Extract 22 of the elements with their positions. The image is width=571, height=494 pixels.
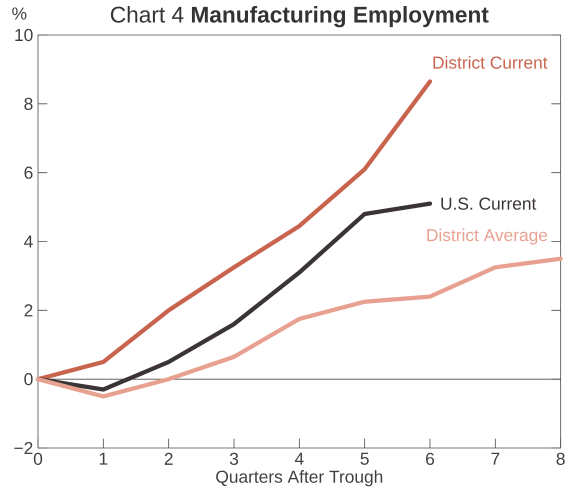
x-tick-label: 4 — [294, 452, 304, 465]
x-tick-label: 8 — [556, 452, 565, 465]
x-tick-label: 2 — [164, 452, 173, 465]
y-tick-label: 4 — [24, 236, 33, 248]
x-tick-label: 3 — [230, 452, 238, 465]
y-tick-label: 0 — [24, 373, 33, 386]
y-axis-title: % — [12, 8, 26, 20]
y-tick-label: −2 — [14, 442, 32, 454]
x-tick-label: 0 — [34, 452, 42, 465]
y-tick-label: 8 — [24, 98, 33, 110]
y-tick-label: 6 — [24, 166, 33, 179]
series-label: U.S. Current — [441, 198, 536, 210]
x-tick-label: 1 — [100, 452, 108, 465]
series-label: District Current — [433, 56, 548, 69]
y-tick-label: 10 — [15, 28, 33, 42]
series-label: District Average — [427, 228, 548, 245]
x-axis-title: Quarters After Trough — [216, 470, 382, 486]
x-tick-label: 7 — [491, 452, 500, 465]
chart-title: Chart 4 Manufacturing Employment — [110, 6, 489, 28]
x-tick-label: 5 — [360, 452, 369, 465]
y-tick-label: 2 — [24, 304, 32, 316]
x-tick-label: 6 — [426, 452, 434, 465]
